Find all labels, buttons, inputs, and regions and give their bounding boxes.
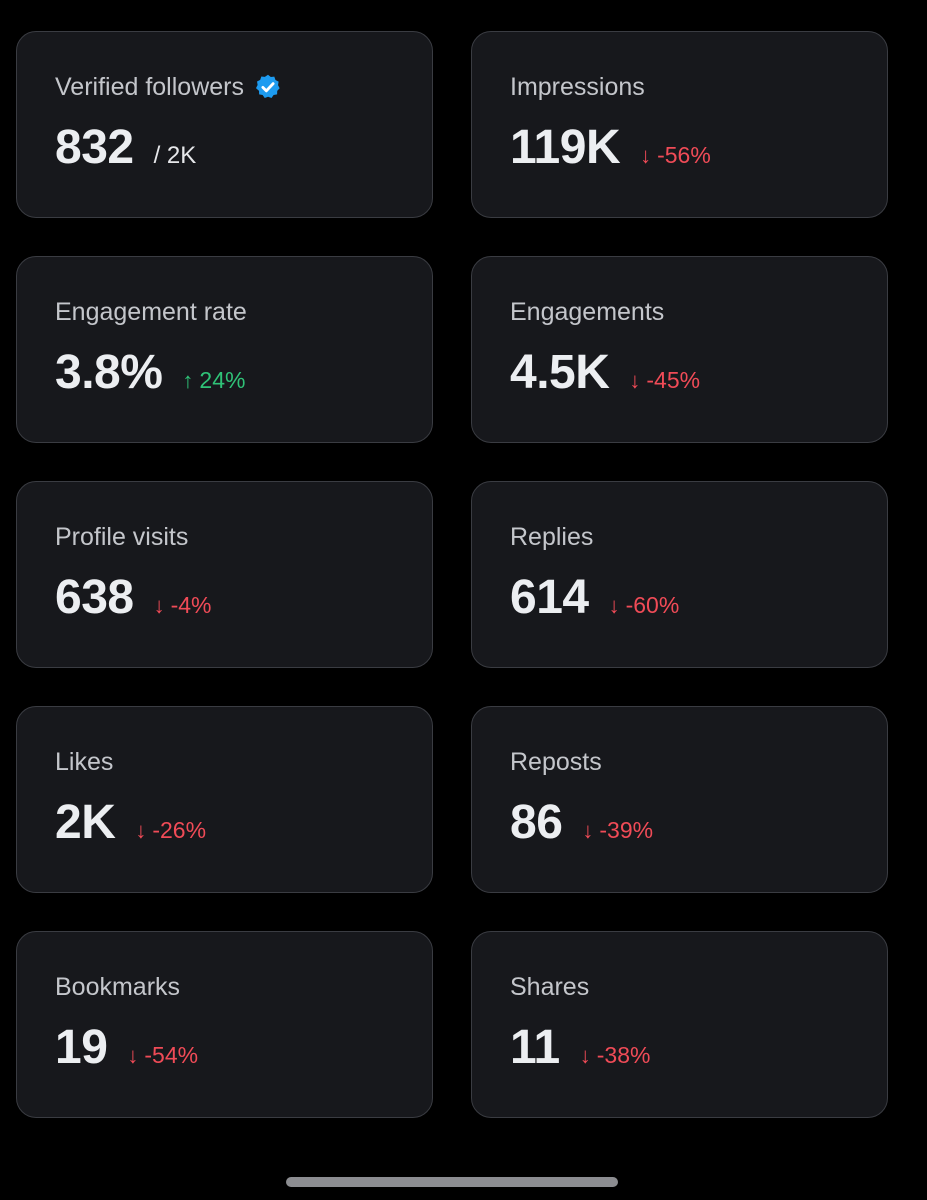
metric-value: 119K xyxy=(510,121,621,174)
metric-values: 119K ↓ -56% xyxy=(510,118,849,178)
metric-change-value: -60% xyxy=(625,592,680,618)
metric-change: ↓ -56% xyxy=(640,142,711,169)
arrow-down-icon: ↓ xyxy=(629,368,641,393)
arrow-down-icon: ↓ xyxy=(579,1043,591,1068)
metric-values: 11 ↓ -38% xyxy=(510,1018,849,1078)
metrics-grid: Verified followers 832 / 2K Impressions … xyxy=(16,31,888,1118)
metric-change: ↓ -39% xyxy=(582,817,653,844)
metric-values: 4.5K ↓ -45% xyxy=(510,343,849,403)
metric-change-value: -26% xyxy=(152,817,207,843)
metric-value: 3.8% xyxy=(55,346,163,399)
metric-card-shares[interactable]: Shares 11 ↓ -38% xyxy=(471,931,888,1118)
metric-card-replies[interactable]: Replies 614 ↓ -60% xyxy=(471,481,888,668)
metric-value: 614 xyxy=(510,571,589,624)
metric-card-engagement-rate[interactable]: Engagement rate 3.8% ↑ 24% xyxy=(16,256,433,443)
metric-change: ↓ -38% xyxy=(580,1042,651,1069)
metric-label-row: Verified followers xyxy=(55,70,394,104)
metric-values: 614 ↓ -60% xyxy=(510,568,849,628)
arrow-down-icon: ↓ xyxy=(608,593,620,618)
metric-values: 638 ↓ -4% xyxy=(55,568,394,628)
metric-change-value: 24% xyxy=(199,367,246,393)
metric-card-reposts[interactable]: Reposts 86 ↓ -39% xyxy=(471,706,888,893)
metric-card-likes[interactable]: Likes 2K ↓ -26% xyxy=(16,706,433,893)
metric-change: ↓ -4% xyxy=(154,592,212,619)
metric-value: 86 xyxy=(510,796,563,849)
metric-label: Bookmarks xyxy=(55,973,181,1001)
arrow-down-icon: ↓ xyxy=(135,818,147,843)
metric-change: ↓ -60% xyxy=(609,592,680,619)
arrow-down-icon: ↓ xyxy=(127,1043,139,1068)
arrow-down-icon: ↓ xyxy=(582,818,594,843)
metric-value: 832 xyxy=(55,121,134,174)
metric-value: 19 xyxy=(55,1021,108,1074)
metric-value: 2K xyxy=(55,796,116,849)
metric-values: 3.8% ↑ 24% xyxy=(55,343,394,403)
metric-change-value: -38% xyxy=(596,1042,651,1068)
metric-label: Reposts xyxy=(510,748,602,776)
metric-change: ↓ -54% xyxy=(127,1042,198,1069)
metric-value: 638 xyxy=(55,571,134,624)
metric-change: ↓ -26% xyxy=(135,817,206,844)
metric-value: 11 xyxy=(510,1021,560,1074)
metric-card-verified-followers[interactable]: Verified followers 832 / 2K xyxy=(16,31,433,218)
metric-change: ↓ -45% xyxy=(629,367,700,394)
arrow-up-icon: ↑ xyxy=(182,368,194,393)
metric-label: Shares xyxy=(510,973,590,1001)
arrow-down-icon: ↓ xyxy=(153,593,165,618)
metric-values: 86 ↓ -39% xyxy=(510,793,849,853)
metric-change-value: -56% xyxy=(657,142,711,168)
metric-change-value: -39% xyxy=(599,817,654,843)
metric-label: Engagement rate xyxy=(55,298,247,326)
home-indicator[interactable] xyxy=(286,1177,618,1187)
metric-values: 832 / 2K xyxy=(55,118,394,178)
metric-values: 2K ↓ -26% xyxy=(55,793,394,853)
metric-card-impressions[interactable]: Impressions 119K ↓ -56% xyxy=(471,31,888,218)
metric-label: Replies xyxy=(510,523,594,551)
metric-change-value: -54% xyxy=(144,1042,199,1068)
metric-label: Impressions xyxy=(510,73,645,101)
metric-label: Likes xyxy=(55,748,114,776)
metric-values: 19 ↓ -54% xyxy=(55,1018,394,1078)
metric-change-value: -4% xyxy=(170,592,212,618)
metric-card-engagements[interactable]: Engagements 4.5K ↓ -45% xyxy=(471,256,888,443)
metric-change: ↑ 24% xyxy=(182,367,245,394)
metric-label: Engagements xyxy=(510,298,665,326)
verified-badge-icon xyxy=(254,73,282,101)
metric-change-value: -45% xyxy=(646,367,701,393)
metric-card-profile-visits[interactable]: Profile visits 638 ↓ -4% xyxy=(16,481,433,668)
metric-label: Verified followers xyxy=(55,73,244,101)
arrow-down-icon: ↓ xyxy=(640,143,652,168)
metric-label: Profile visits xyxy=(55,523,189,551)
metric-value: 4.5K xyxy=(510,346,610,399)
metric-goal: / 2K xyxy=(153,142,197,169)
metric-card-bookmarks[interactable]: Bookmarks 19 ↓ -54% xyxy=(16,931,433,1118)
